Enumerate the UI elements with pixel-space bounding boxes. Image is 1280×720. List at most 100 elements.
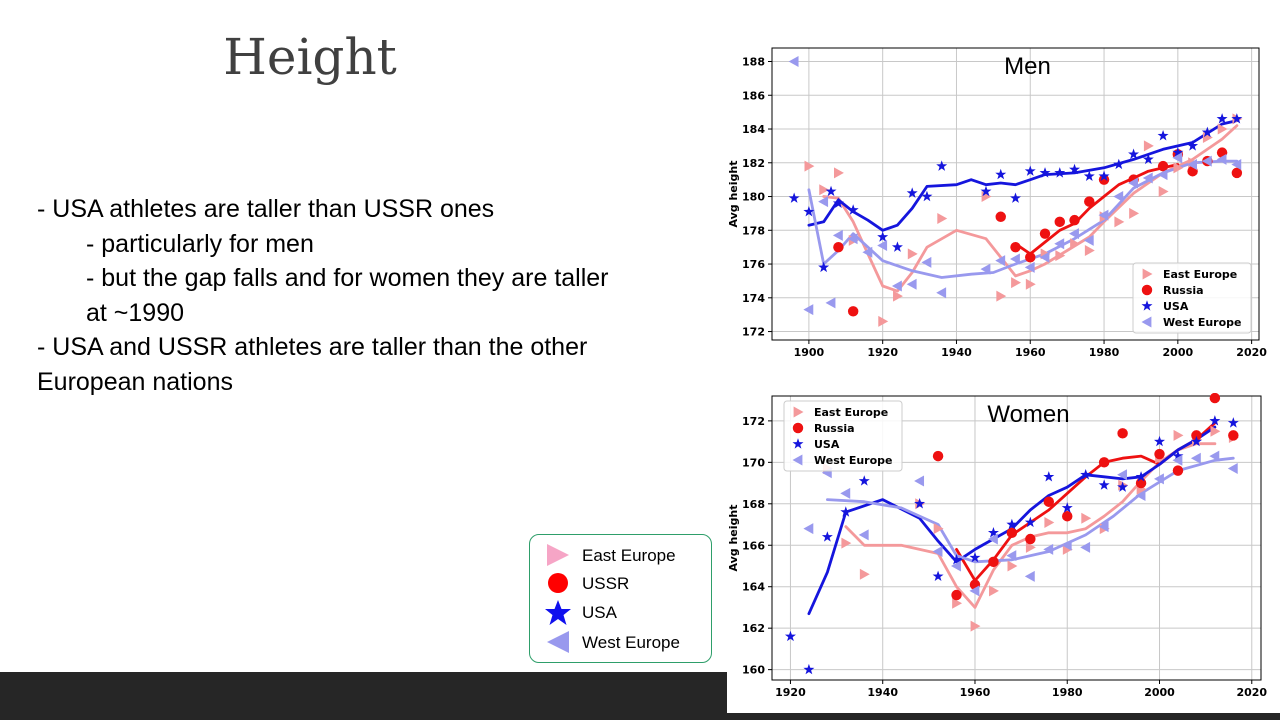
- star-marker: [1061, 502, 1073, 513]
- triangle-left-marker: [825, 297, 836, 309]
- trend-line: [807, 119, 1239, 232]
- y-tick-label: 182: [742, 157, 765, 170]
- triangle-left-marker: [818, 196, 829, 208]
- y-tick-label: 188: [742, 56, 765, 69]
- star-marker: [877, 231, 889, 242]
- star-icon: [792, 438, 804, 449]
- triangle-left-marker: [847, 233, 858, 245]
- series-west-europe: [826, 456, 1235, 564]
- y-tick-label: 170: [742, 456, 765, 469]
- star-marker: [906, 187, 918, 198]
- legend-east-europe: East Europe: [530, 542, 710, 568]
- triangle-left-marker: [803, 523, 814, 535]
- triangle-left-marker: [1006, 550, 1017, 562]
- triangle-left-marker: [1083, 234, 1094, 246]
- circle-icon: [1141, 284, 1153, 296]
- star-marker: [1043, 471, 1055, 482]
- star-marker: [891, 241, 903, 252]
- triangle-right-marker: [1025, 278, 1036, 290]
- chart-legend: East Europe Russia USA West Europe: [1132, 262, 1252, 334]
- plot-frame: [771, 395, 1262, 681]
- star-marker: [936, 160, 948, 171]
- triangle-left-marker: [832, 229, 843, 241]
- triangle-left-marker: [877, 239, 888, 251]
- y-tick-label: 160: [742, 664, 765, 677]
- legend-entry-label: Russia: [1163, 284, 1204, 297]
- markers-usa: [788, 113, 1243, 273]
- star-marker: [1172, 450, 1184, 461]
- series-usa: [807, 119, 1239, 232]
- triangle-right-marker: [1055, 250, 1066, 262]
- star-marker: [1117, 481, 1129, 492]
- star-marker: [1231, 113, 1243, 124]
- x-tick-label: 1980: [1052, 686, 1083, 699]
- triangle-left-marker: [921, 256, 932, 268]
- star-marker: [932, 570, 944, 582]
- markers-usa: [784, 415, 1239, 675]
- triangle-left-marker: [1216, 153, 1227, 165]
- circle-marker: [1228, 430, 1239, 441]
- markers-west-europe: [803, 450, 1238, 597]
- circle-icon: [548, 573, 568, 593]
- x-tick-label: 2020: [1236, 346, 1267, 359]
- star-icon: [1141, 300, 1153, 311]
- triangle-right-marker: [989, 585, 999, 597]
- x-tick-label: 1960: [960, 686, 991, 699]
- y-tick-label: 176: [742, 258, 765, 271]
- series-east-europe: [822, 124, 1239, 293]
- bullet-1: - USA athletes are taller than USSR ones: [37, 195, 495, 223]
- circle-marker: [1025, 533, 1036, 545]
- y-tick-label: 184: [742, 123, 765, 136]
- y-tick-label: 174: [742, 292, 765, 305]
- triangle-left-marker: [1080, 541, 1091, 553]
- star-marker: [921, 190, 933, 202]
- legend-label: West Europe: [582, 633, 680, 652]
- triangle-right-marker: [1173, 162, 1184, 174]
- triangle-left-marker: [1187, 158, 1197, 170]
- triangle-right-marker: [1114, 216, 1125, 228]
- triangle-right-marker: [804, 160, 815, 172]
- triangle-left-marker: [1098, 209, 1109, 221]
- star-marker: [818, 261, 830, 273]
- y-axis-label: Avg height: [727, 160, 740, 227]
- star-marker: [951, 553, 963, 565]
- y-tick-label: 178: [742, 224, 765, 237]
- triangle-right-marker: [1129, 207, 1140, 219]
- y-axis-label: Avg height: [727, 504, 740, 571]
- triangle-right-marker: [952, 597, 963, 609]
- circle-marker: [1069, 214, 1080, 226]
- star-marker: [1010, 192, 1021, 203]
- x-tick-label: 2000: [1163, 346, 1194, 359]
- triangle-left-marker: [1172, 454, 1183, 466]
- legend-entry-label: East Europe: [1163, 268, 1237, 281]
- legend-entry-label: West Europe: [1163, 316, 1242, 329]
- circle-marker: [833, 241, 844, 253]
- triangle-left-marker: [1113, 191, 1124, 203]
- triangle-right-marker: [970, 620, 981, 632]
- legend-west-europe: West Europe: [530, 629, 710, 655]
- circle-marker: [988, 556, 999, 568]
- star-marker: [995, 168, 1007, 180]
- triangle-left-marker: [936, 287, 947, 299]
- star-marker: [987, 527, 999, 538]
- star-marker: [1128, 148, 1140, 160]
- triangle-left-marker: [1157, 169, 1168, 181]
- star-marker: [1080, 469, 1092, 480]
- triangle-left-marker: [1142, 172, 1153, 184]
- star-marker: [1135, 471, 1147, 482]
- triangle-left-marker: [891, 280, 902, 292]
- star-marker: [858, 475, 870, 486]
- legend-entry-label: USA: [1163, 300, 1189, 313]
- triangle-left-marker: [1054, 238, 1065, 250]
- circle-marker: [1209, 392, 1221, 404]
- women-height-chart: 1920 1940 1960 1980 2000 2020 160 162 164 166 168 1…: [727, 392, 1267, 699]
- bullet-1b: - but the gap falls and for women they a…: [86, 264, 609, 292]
- circle-marker: [1054, 216, 1065, 228]
- bullet-2-cont: European nations: [37, 367, 233, 396]
- triangle-right-marker: [1210, 425, 1221, 437]
- x-tick-label: 1900: [794, 346, 825, 359]
- circle-marker: [1157, 160, 1169, 172]
- triangle-left-marker: [1098, 521, 1109, 533]
- legend-entry-label: Russia: [814, 422, 855, 435]
- triangle-left-marker: [1039, 251, 1050, 263]
